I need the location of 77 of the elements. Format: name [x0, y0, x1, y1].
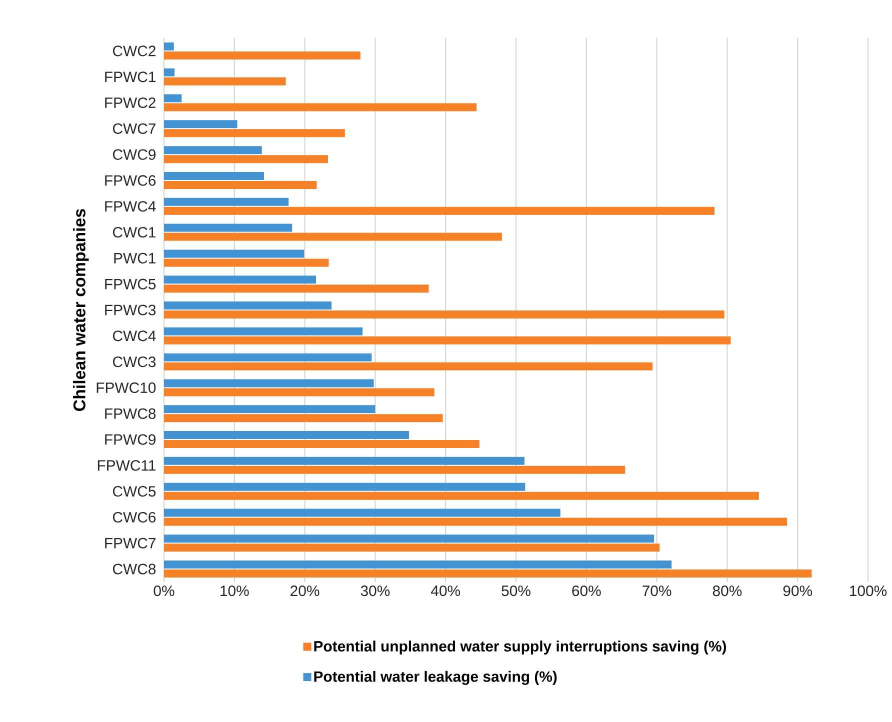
bar: [164, 103, 477, 112]
bar: [164, 180, 317, 189]
y-tick-label: FPWC1: [105, 72, 156, 82]
bar: [164, 327, 363, 336]
y-tick-label: CWC2: [112, 46, 156, 56]
y-tick-label: CWC8: [112, 564, 156, 574]
bar: [164, 302, 332, 310]
bar: [164, 155, 328, 164]
bar: [164, 353, 372, 362]
bar: [164, 172, 264, 180]
x-tick-label: 100%: [850, 586, 887, 596]
bar: [164, 129, 345, 138]
bar: [164, 146, 262, 154]
x-tick-label: 50%: [502, 586, 530, 596]
bar: [164, 414, 443, 422]
bar: [164, 94, 182, 102]
x-tick-label: 70%: [642, 586, 672, 596]
bar: [164, 518, 788, 526]
bar: [164, 431, 409, 440]
y-tick-label: FPWC10: [96, 382, 156, 394]
bar: [164, 42, 174, 50]
y-tick-label: FPWC8: [105, 408, 156, 419]
bar: [164, 560, 672, 569]
y-tick-label: CWC5: [112, 486, 156, 497]
y-tick-label: FPWC3: [105, 304, 156, 316]
bar: [164, 570, 812, 578]
y-tick-label: CWC6: [112, 512, 156, 523]
x-tick-label: 0%: [154, 586, 174, 596]
bar: [164, 362, 653, 370]
bar: [164, 456, 524, 465]
y-tick-label: CWC7: [112, 123, 156, 134]
y-tick-label: FPWC5: [105, 278, 156, 290]
bar: [164, 77, 286, 86]
y-axis-title: Chilean water companies: [72, 209, 89, 411]
bar: [164, 120, 238, 128]
bar: [164, 466, 626, 474]
legend-label: Potential water leakage saving (%): [314, 670, 557, 685]
x-tick-label: 90%: [783, 586, 812, 596]
y-tick-label: CWC3: [112, 356, 156, 368]
y-tick-label: CWC4: [112, 330, 156, 342]
x-tick-label: 60%: [572, 586, 601, 596]
y-tick-label: CWC9: [112, 149, 156, 160]
bar: [164, 51, 360, 60]
bar: [164, 336, 731, 344]
y-tick-label: CWC1: [112, 226, 156, 238]
bar: [164, 379, 374, 388]
x-tick-label: 10%: [220, 586, 249, 596]
bar: [164, 534, 654, 543]
bar: [164, 310, 724, 319]
bar: [164, 405, 376, 414]
y-tick-label: FPWC4: [105, 201, 156, 212]
bar: [164, 482, 526, 491]
y-tick-label: FPWC2: [105, 97, 156, 108]
bar: [164, 198, 289, 206]
bar: [164, 544, 660, 552]
y-tick-label: FPWC7: [105, 538, 156, 548]
legend-label: Potential unplanned water supply interruptions saving (%): [314, 640, 726, 655]
bar: [164, 232, 502, 241]
y-tick-label: FPWC6: [105, 175, 156, 186]
bar: [164, 276, 316, 284]
bar: [164, 284, 429, 293]
bar: [164, 68, 175, 76]
x-tick-label: 20%: [290, 586, 320, 596]
bar: [164, 388, 434, 396]
bar: [164, 492, 759, 500]
bar: [164, 508, 560, 517]
bar: [164, 440, 480, 448]
bar: [164, 206, 715, 215]
x-tick-label: 80%: [712, 586, 742, 596]
y-tick-label: FPWC9: [105, 434, 156, 445]
y-tick-label: PWC1: [114, 252, 156, 264]
x-tick-label: 30%: [360, 586, 390, 596]
bar: [164, 250, 304, 258]
y-tick-label: FPWC11: [98, 460, 156, 471]
bar: [164, 258, 329, 267]
bar: [164, 224, 292, 232]
x-tick-label: 40%: [430, 586, 460, 596]
